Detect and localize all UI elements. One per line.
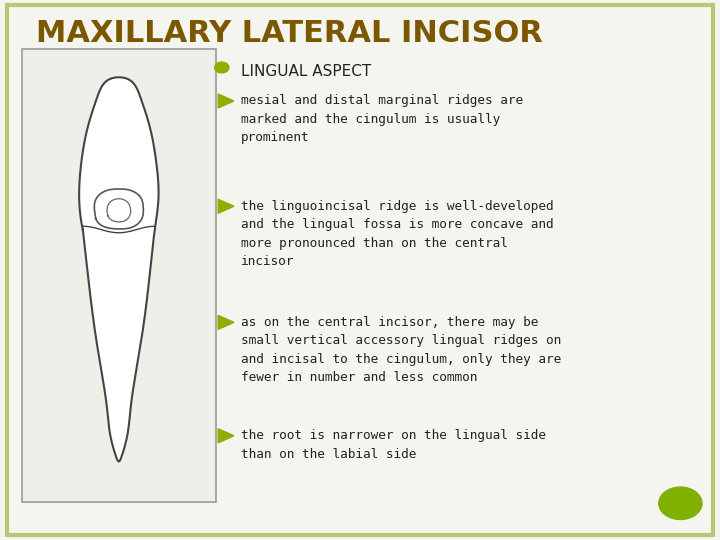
Polygon shape bbox=[94, 189, 143, 229]
FancyBboxPatch shape bbox=[7, 5, 713, 535]
Polygon shape bbox=[218, 315, 234, 329]
Circle shape bbox=[659, 487, 702, 519]
Text: as on the central incisor, there may be
small vertical accessory lingual ridges : as on the central incisor, there may be … bbox=[241, 316, 562, 384]
Text: MAXILLARY LATERAL INCISOR: MAXILLARY LATERAL INCISOR bbox=[36, 19, 543, 48]
Polygon shape bbox=[218, 94, 234, 108]
Polygon shape bbox=[79, 77, 158, 462]
Bar bbox=[22, 49, 216, 502]
Text: LINGUAL ASPECT: LINGUAL ASPECT bbox=[241, 64, 372, 79]
Circle shape bbox=[215, 62, 229, 73]
Polygon shape bbox=[218, 429, 234, 443]
Text: mesial and distal marginal ridges are
marked and the cingulum is usually
promine: mesial and distal marginal ridges are ma… bbox=[241, 94, 523, 145]
Text: the root is narrower on the lingual side
than on the labial side: the root is narrower on the lingual side… bbox=[241, 429, 546, 461]
Polygon shape bbox=[218, 199, 234, 213]
Text: the linguoincisal ridge is well-developed
and the lingual fossa is more concave : the linguoincisal ridge is well-develope… bbox=[241, 200, 554, 268]
